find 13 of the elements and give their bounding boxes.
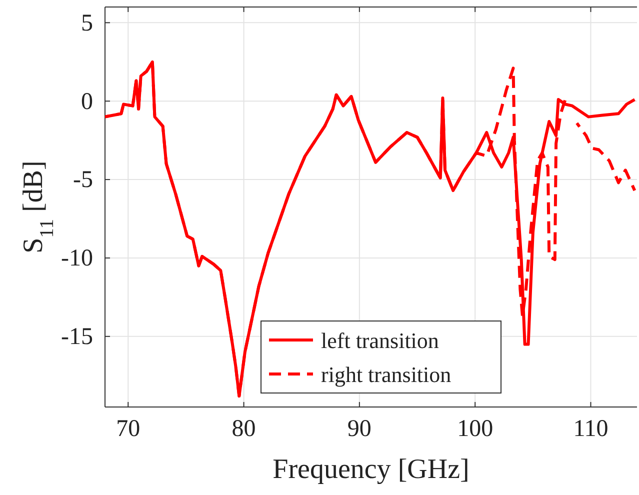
legend-label: left transition [321, 328, 439, 353]
y-tick-label: 5 [81, 10, 93, 36]
x-tick-label: 110 [573, 416, 608, 442]
x-tick-label: 70 [116, 416, 140, 442]
x-tick-label: 80 [232, 416, 256, 442]
x-tick-label: 100 [457, 416, 494, 442]
x-axis-title: Frequency [GHz] [272, 454, 470, 485]
x-tick-label: 90 [347, 416, 372, 442]
legend-label: right transition [321, 362, 452, 387]
y-tick-label: -5 [73, 167, 93, 194]
y-tick-label: 0 [81, 88, 93, 115]
y-tick-label: -15 [61, 324, 93, 350]
y-tick-label: -10 [61, 246, 93, 272]
